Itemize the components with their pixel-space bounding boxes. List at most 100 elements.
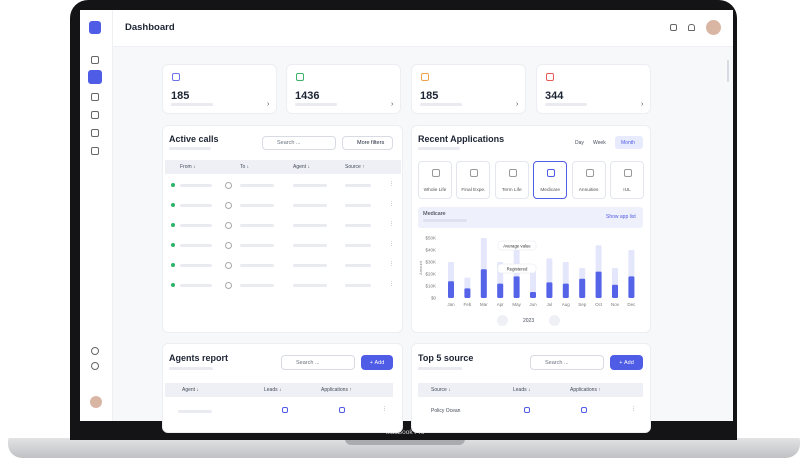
- show-app-list[interactable]: Show app list: [606, 214, 636, 220]
- nav-flag[interactable]: [91, 129, 99, 137]
- nav-active[interactable]: [88, 70, 102, 84]
- row-menu[interactable]: ⋮: [389, 201, 394, 207]
- stat-card[interactable]: 344 ›: [536, 64, 651, 114]
- row-menu[interactable]: ⋮: [389, 261, 394, 267]
- stat-value: 185: [420, 90, 439, 102]
- search-input[interactable]: Search ...: [262, 136, 336, 150]
- nav-tasks[interactable]: [91, 111, 99, 119]
- product-tile[interactable]: IUL: [610, 161, 644, 199]
- device-label: MacBook Pro: [385, 429, 425, 436]
- skeleton: [240, 284, 274, 287]
- nav-briefcase[interactable]: [91, 93, 99, 101]
- messages-icon[interactable]: [670, 24, 677, 31]
- table-header: [418, 383, 643, 397]
- product-tile[interactable]: Annuities: [571, 161, 606, 199]
- product-label: Medicare: [540, 188, 561, 193]
- row-menu[interactable]: ⋮: [389, 181, 394, 187]
- row-menu[interactable]: ⋮: [389, 241, 394, 247]
- profile-avatar[interactable]: [706, 20, 721, 35]
- prev-year[interactable]: [497, 315, 508, 326]
- x-tick-label: Mar: [480, 302, 488, 307]
- product-icon: [432, 169, 440, 177]
- y-tick-label: $40K: [425, 248, 436, 253]
- bar: [612, 284, 618, 298]
- chevron: ›: [516, 101, 519, 108]
- period-tab[interactable]: Day: [575, 140, 584, 146]
- product-icon: [585, 169, 594, 177]
- stat-card[interactable]: 1436 ›: [286, 64, 401, 114]
- row-menu[interactable]: ⋮: [631, 406, 636, 412]
- nav-globe[interactable]: [91, 347, 99, 355]
- legend-label: Average value: [503, 244, 531, 249]
- skeleton: [418, 367, 462, 370]
- y-tick-label: $10K: [425, 284, 436, 289]
- search-input[interactable]: Search ...: [281, 355, 355, 370]
- product-tile[interactable]: Final Expe.: [456, 161, 491, 199]
- bar: [579, 278, 586, 298]
- status-dot: [171, 283, 175, 287]
- bar: [562, 283, 569, 298]
- skeleton: [180, 284, 212, 287]
- add-button[interactable]: + Add: [610, 355, 643, 370]
- page-title: Dashboard: [125, 22, 175, 33]
- phone-icon: [225, 262, 232, 269]
- product-tile[interactable]: Medicare: [533, 161, 568, 199]
- period-tab[interactable]: Week: [593, 140, 606, 146]
- table-header: [165, 160, 401, 174]
- row-menu[interactable]: ⋮: [389, 221, 394, 227]
- nav-settings[interactable]: [91, 362, 99, 370]
- product-icon: [547, 169, 556, 177]
- nav-home[interactable]: [91, 56, 99, 64]
- link-icon[interactable]: [524, 407, 530, 413]
- bar: [628, 276, 635, 298]
- stat-card[interactable]: 185 ›: [411, 64, 526, 114]
- add-button[interactable]: + Add: [361, 355, 393, 370]
- filter-button[interactable]: More filters: [342, 136, 393, 150]
- button-label: Add: [374, 359, 385, 366]
- skeleton: [545, 103, 587, 106]
- stat-card[interactable]: 185 ›: [162, 64, 277, 114]
- stat-value: 185: [171, 90, 190, 102]
- skeleton: [345, 204, 371, 207]
- search-placeholder: Search ...: [296, 359, 320, 366]
- column-header: Applications ↑: [321, 387, 352, 393]
- x-tick-label: Sep: [578, 302, 587, 307]
- row-menu[interactable]: ⋮: [389, 281, 394, 287]
- next-year[interactable]: [549, 315, 560, 326]
- row-menu[interactable]: ⋮: [382, 406, 387, 412]
- notifications-icon[interactable]: [688, 24, 695, 31]
- product-label: Term Life: [501, 188, 522, 193]
- x-tick-label: May: [512, 302, 521, 307]
- x-tick-label: Feb: [464, 302, 472, 307]
- search-input[interactable]: Search ...: [530, 355, 604, 370]
- skeleton: [240, 224, 274, 227]
- source-name: Policy Ocean: [431, 408, 461, 414]
- x-tick-label: Jun: [529, 302, 537, 307]
- skeleton: [240, 184, 274, 187]
- period-tab-active-bg: [615, 136, 643, 149]
- product-tile[interactable]: Term Life: [494, 161, 529, 199]
- link-icon[interactable]: [339, 407, 345, 413]
- product-tile[interactable]: Whole Life: [418, 161, 452, 199]
- product-icon: [470, 169, 479, 177]
- nav-users[interactable]: [91, 147, 99, 155]
- skeleton: [180, 184, 212, 187]
- user-avatar[interactable]: [90, 396, 102, 408]
- search-placeholder: Search ...: [545, 359, 569, 366]
- logo[interactable]: [89, 21, 101, 34]
- link-icon[interactable]: [581, 407, 587, 413]
- laptop-notch: [345, 438, 465, 445]
- bar-chart: Amount $0 $10K $20K $30K $40K $50K Jan Feb Mar Apr…: [418, 236, 636, 308]
- skeleton: [180, 204, 212, 207]
- x-tick-label: Nov: [611, 302, 620, 307]
- period-tab[interactable]: Month: [621, 140, 635, 146]
- product-icon: [508, 169, 517, 177]
- x-tick-label: Apr: [497, 302, 505, 307]
- link-icon[interactable]: [282, 407, 288, 413]
- skeleton: [293, 264, 327, 267]
- year-label: 2023: [523, 318, 535, 324]
- skeleton: [293, 244, 327, 247]
- skeleton: [420, 103, 462, 106]
